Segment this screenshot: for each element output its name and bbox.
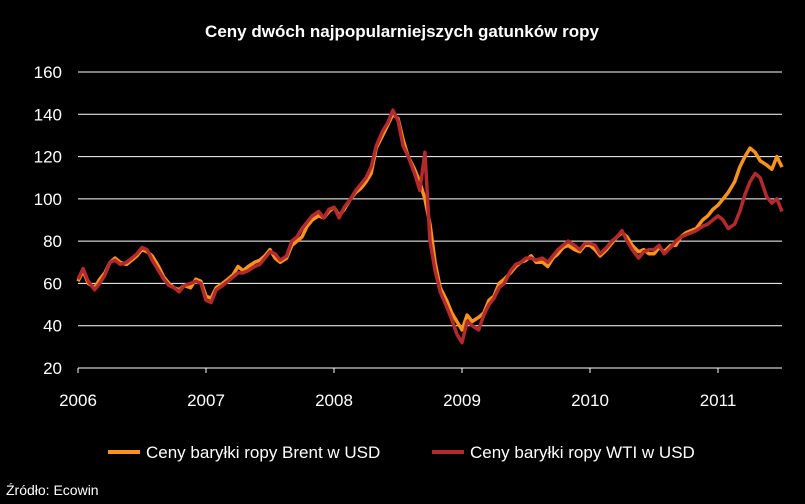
chart-title: Ceny dwóch najpopularniejszych gatunków …	[205, 22, 599, 41]
x-tick-label: 2011	[700, 391, 737, 410]
legend-label-brent: Ceny baryłki ropy Brent w USD	[146, 443, 380, 462]
legend-label-wti: Ceny baryłki ropy WTI w USD	[470, 443, 695, 462]
x-tick-label: 2007	[187, 391, 225, 410]
y-tick-label: 80	[43, 232, 62, 251]
y-tick-label: 60	[43, 274, 62, 293]
source-note: Źródło: Ecowin	[6, 482, 99, 498]
x-tick-label: 2008	[315, 391, 353, 410]
y-tick-label: 40	[43, 317, 62, 336]
y-tick-label: 120	[34, 148, 62, 167]
y-tick-label: 100	[34, 190, 62, 209]
x-tick-label: 2010	[571, 391, 609, 410]
x-tick-label: 2009	[443, 391, 481, 410]
y-tick-label: 160	[34, 63, 62, 82]
y-tick-label: 20	[43, 359, 62, 378]
x-tick-label: 2006	[59, 391, 97, 410]
y-tick-label: 140	[34, 105, 62, 124]
